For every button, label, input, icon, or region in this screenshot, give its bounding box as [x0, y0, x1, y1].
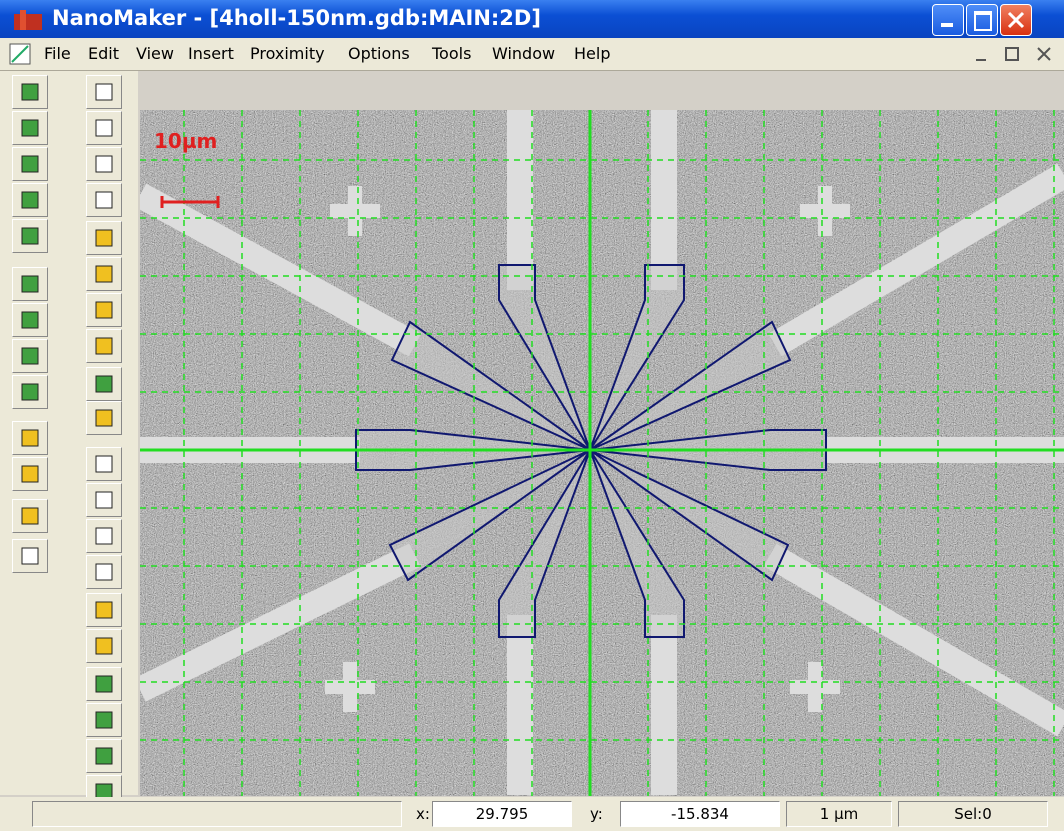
close-button[interactable]	[1000, 4, 1032, 36]
tool-button[interactable]	[12, 539, 48, 573]
scale-label: 10µm	[154, 129, 217, 153]
menu-item[interactable]: Window	[492, 44, 555, 63]
doc-icon	[8, 42, 32, 66]
tool-button[interactable]	[86, 519, 122, 553]
tool-button[interactable]	[86, 221, 122, 255]
tool-button[interactable]	[12, 457, 48, 491]
status-bar: x: 29.795 y: -15.834 1 µm Sel:0	[0, 797, 1064, 831]
tool-button[interactable]	[12, 421, 48, 455]
layout-canvas: 10µm	[140, 110, 1064, 796]
menu-item[interactable]: Insert	[188, 44, 234, 63]
status-message	[32, 801, 402, 827]
tool-button[interactable]	[86, 329, 122, 363]
tool-button[interactable]	[12, 375, 48, 409]
tool-button[interactable]	[86, 147, 122, 181]
menu-item[interactable]: File	[44, 44, 71, 63]
x-value: 29.795	[432, 801, 572, 827]
menu-item[interactable]: Edit	[88, 44, 119, 63]
maximize-button[interactable]	[966, 4, 998, 36]
tool-button[interactable]	[12, 303, 48, 337]
tool-button[interactable]	[86, 703, 122, 737]
tool-button[interactable]	[86, 183, 122, 217]
tool-button[interactable]	[12, 267, 48, 301]
tool-button[interactable]	[86, 401, 122, 435]
tool-button[interactable]	[86, 629, 122, 663]
menu-item[interactable]: View	[136, 44, 174, 63]
tool-button[interactable]	[86, 593, 122, 627]
tool-button[interactable]	[12, 75, 48, 109]
tool-button[interactable]	[86, 293, 122, 327]
tool-button[interactable]	[86, 555, 122, 589]
tool-button[interactable]	[12, 183, 48, 217]
tool-button[interactable]	[12, 111, 48, 145]
menu-item[interactable]: Proximity	[250, 44, 325, 63]
tool-button[interactable]	[12, 219, 48, 253]
tool-button[interactable]	[86, 75, 122, 109]
minimize-button[interactable]	[932, 4, 964, 36]
tool-button[interactable]	[86, 367, 122, 401]
selection-count: Sel:0	[898, 801, 1048, 827]
tool-button[interactable]	[12, 147, 48, 181]
title-bar: NanoMaker - [4holl-150nm.gdb:MAIN:2D]	[0, 0, 1064, 38]
menu-bar: File Edit View Insert Proximity Options …	[0, 38, 1064, 71]
menu-item[interactable]: Help	[574, 44, 610, 63]
toolbar	[0, 71, 138, 795]
tool-button[interactable]	[86, 667, 122, 701]
tool-button[interactable]	[86, 257, 122, 291]
menu-item[interactable]: Tools	[432, 44, 471, 63]
tool-button[interactable]	[12, 499, 48, 533]
unit: 1 µm	[786, 801, 892, 827]
tool-button[interactable]	[86, 739, 122, 773]
y-label: y:	[590, 805, 603, 823]
tool-button[interactable]	[86, 447, 122, 481]
mdi-controls[interactable]	[970, 40, 1060, 70]
menu-item[interactable]: Options	[348, 44, 410, 63]
x-label: x:	[416, 805, 430, 823]
y-value: -15.834	[620, 801, 780, 827]
window-title: NanoMaker - [4holl-150nm.gdb:MAIN:2D]	[52, 6, 541, 30]
app-icon	[12, 8, 46, 32]
tool-button[interactable]	[12, 339, 48, 373]
tool-button[interactable]	[86, 111, 122, 145]
tool-button[interactable]	[86, 483, 122, 517]
app-window: NanoMaker - [4holl-150nm.gdb:MAIN:2D] Fi…	[0, 0, 1064, 831]
